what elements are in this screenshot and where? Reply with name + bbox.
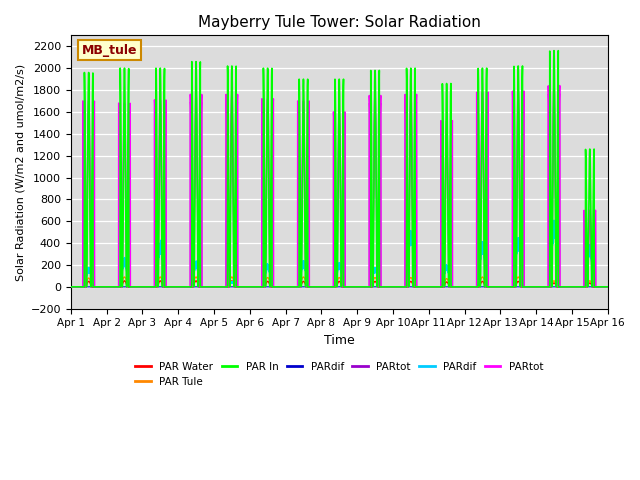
Legend: PAR Water, PAR Tule, PAR In, PARdif, PARtot, PARdif, PARtot: PAR Water, PAR Tule, PAR In, PARdif, PAR…: [131, 358, 547, 391]
Title: Mayberry Tule Tower: Solar Radiation: Mayberry Tule Tower: Solar Radiation: [198, 15, 481, 30]
X-axis label: Time: Time: [324, 334, 355, 347]
Text: MB_tule: MB_tule: [81, 44, 137, 57]
Y-axis label: Solar Radiation (W/m2 and umol/m2/s): Solar Radiation (W/m2 and umol/m2/s): [15, 63, 25, 281]
